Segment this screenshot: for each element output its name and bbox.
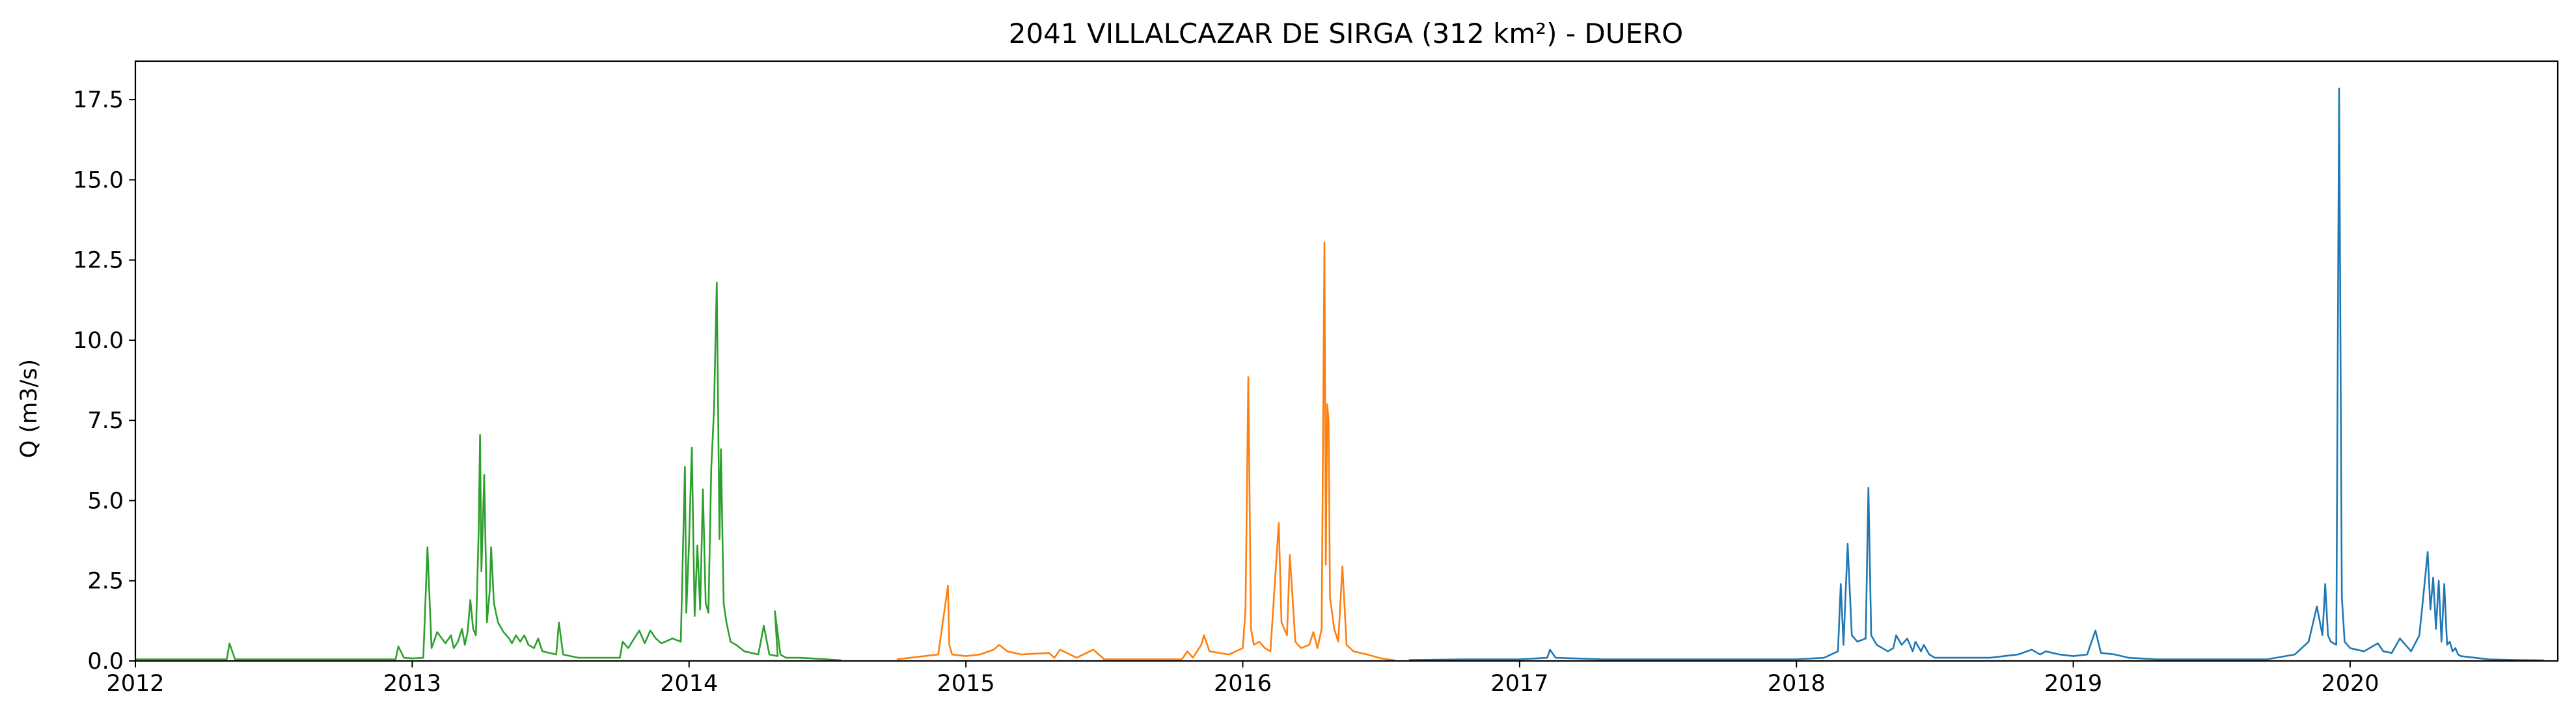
x-tick-label: 2018 <box>1768 671 1826 697</box>
x-tick-label: 2012 <box>106 671 164 697</box>
x-tick-label: 2017 <box>1490 671 1548 697</box>
y-tick-label: 17.5 <box>73 87 124 113</box>
series-line-2 <box>896 241 1395 662</box>
x-tick-label: 2014 <box>660 671 718 697</box>
series-line-1 <box>135 281 842 662</box>
y-tick-label: 2.5 <box>87 569 124 595</box>
series-line-3 <box>1408 87 2544 662</box>
y-axis-label: Q (m3/s) <box>16 359 42 458</box>
y-tick-label: 5.0 <box>87 488 124 514</box>
plot-frame <box>134 60 2559 662</box>
chart-title: 2041 VILLALCAZAR DE SIRGA (312 km²) - DU… <box>1009 18 1684 49</box>
y-tick-label: 15.0 <box>73 167 124 193</box>
y-tick-label: 7.5 <box>87 408 124 434</box>
y-tick-label: 12.5 <box>73 248 124 274</box>
series-layer <box>135 87 2544 662</box>
x-tick-label: 2013 <box>383 671 441 697</box>
y-tick-label: 0.0 <box>87 649 124 675</box>
x-tick-label: 2020 <box>2321 671 2379 697</box>
x-tick-label: 2019 <box>2044 671 2102 697</box>
x-tick-label: 2016 <box>1214 671 1272 697</box>
ticks-layer: 2012 2013 2014 2015 2016 2017 2018 2019 2020 0.0 2… <box>73 87 2379 697</box>
y-tick-label: 10.0 <box>73 328 124 354</box>
x-tick-label: 2015 <box>937 671 995 697</box>
